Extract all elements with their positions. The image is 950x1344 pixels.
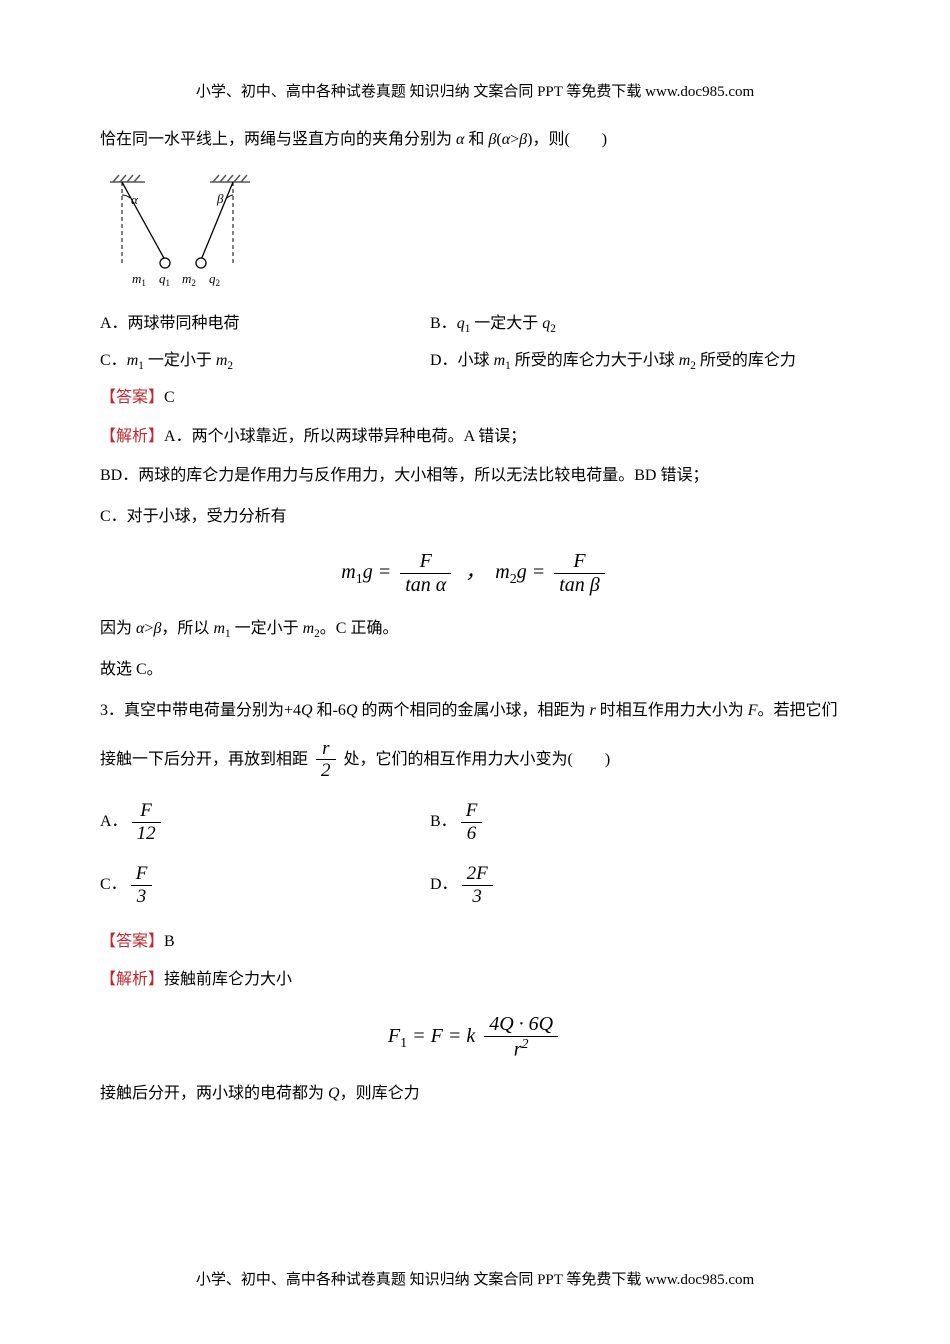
q2-diagram: α β m1 q1 m2 q2 bbox=[100, 170, 850, 295]
q2-conclusion1: 因为 α>β，所以 m1 一定小于 m2。C 正确。 bbox=[100, 615, 850, 644]
svg-text:m2: m2 bbox=[182, 271, 196, 288]
q3-options-row2: C．F3 D．2F3 bbox=[100, 863, 850, 908]
q2-intro: 恰在同一水平线上，两绳与竖直方向的夹角分别为 α 和 β(α>β)，则( ) bbox=[100, 126, 850, 155]
page-footer: 小学、初中、高中各种试卷真题 知识归纳 文案合同 PPT 等免费下载 www.d… bbox=[0, 1268, 950, 1289]
q3-option-c: C．F3 bbox=[100, 863, 430, 908]
svg-text:α: α bbox=[131, 192, 139, 207]
q3-options-row1: A．F12 B．F6 bbox=[100, 800, 850, 845]
q2-formula: m1g = Ftan α ， m2g = Ftan β bbox=[100, 550, 850, 597]
q2-conclusion2: 故选 C。 bbox=[100, 656, 850, 685]
q2-option-c: C．m1 一定小于 m2 bbox=[100, 347, 430, 376]
page-header: 小学、初中、高中各种试卷真题 知识归纳 文案合同 PPT 等免费下载 www.d… bbox=[100, 80, 850, 101]
q3-stem2-pre: 接触一下后分开，再放到相距 bbox=[100, 751, 308, 768]
q3-analysis-line2: 接触后分开，两小球的电荷都为 Q，则库仑力 bbox=[100, 1080, 850, 1109]
q2-answer: 【答案】C bbox=[100, 384, 850, 413]
q2-options-row1: A．两球带同种电荷 B．q1 一定大于 q2 bbox=[100, 310, 850, 339]
analysis-label: 【解析】 bbox=[100, 428, 164, 445]
svg-text:m1: m1 bbox=[132, 271, 146, 288]
q3-answer-value: B bbox=[164, 933, 175, 950]
answer-label: 【答案】 bbox=[100, 389, 164, 406]
q3-answer: 【答案】B bbox=[100, 928, 850, 957]
q3-formula: F1 = F = k 4Q · 6Qr2 bbox=[100, 1013, 850, 1062]
q3-stem2-post: 处，它们的相互作用力大小变为( ) bbox=[344, 751, 611, 768]
q2-options-row2: C．m1 一定小于 m2 D．小球 m1 所受的库仑力大于小球 m2 所受的库仑… bbox=[100, 347, 850, 376]
q3-stem2: 接触一下后分开，再放到相距 r2 处，它们的相互作用力大小变为( ) bbox=[100, 738, 850, 783]
answer-label-2: 【答案】 bbox=[100, 933, 164, 950]
svg-text:β: β bbox=[216, 191, 224, 206]
q3-analysis-line1: 接触前库仑力大小 bbox=[164, 971, 292, 988]
q2-option-d: D．小球 m1 所受的库仑力大于小球 m2 所受的库仑力 bbox=[430, 347, 850, 376]
q2-option-a: A．两球带同种电荷 bbox=[100, 310, 430, 339]
q3-stem1: 3．真空中带电荷量分别为+4Q 和-6Q 的两个相同的金属小球，相距为 r 时相… bbox=[100, 697, 850, 726]
q3-analysis: 【解析】接触前库仑力大小 bbox=[100, 966, 850, 995]
q2-analysis-c: C．对于小球，受力分析有 bbox=[100, 503, 850, 532]
q2-option-b: B．q1 一定大于 q2 bbox=[430, 310, 850, 339]
q3-option-b: B．F6 bbox=[430, 800, 850, 845]
svg-text:q1: q1 bbox=[159, 271, 170, 288]
q2-analysis-bd: BD．两球的库仑力是作用力与反作用力，大小相等，所以无法比较电荷量。BD 错误； bbox=[100, 462, 850, 491]
q2-answer-value: C bbox=[164, 389, 175, 406]
q2-analysis-a: 【解析】A．两个小球靠近，所以两球带异种电荷。A 错误； bbox=[100, 423, 850, 452]
q3-option-a: A．F12 bbox=[100, 800, 430, 845]
q2-analysis-line1: A．两个小球靠近，所以两球带异种电荷。A 错误； bbox=[164, 428, 526, 445]
analysis-label-2: 【解析】 bbox=[100, 971, 164, 988]
q3-option-d: D．2F3 bbox=[430, 863, 850, 908]
svg-text:q2: q2 bbox=[209, 271, 220, 288]
